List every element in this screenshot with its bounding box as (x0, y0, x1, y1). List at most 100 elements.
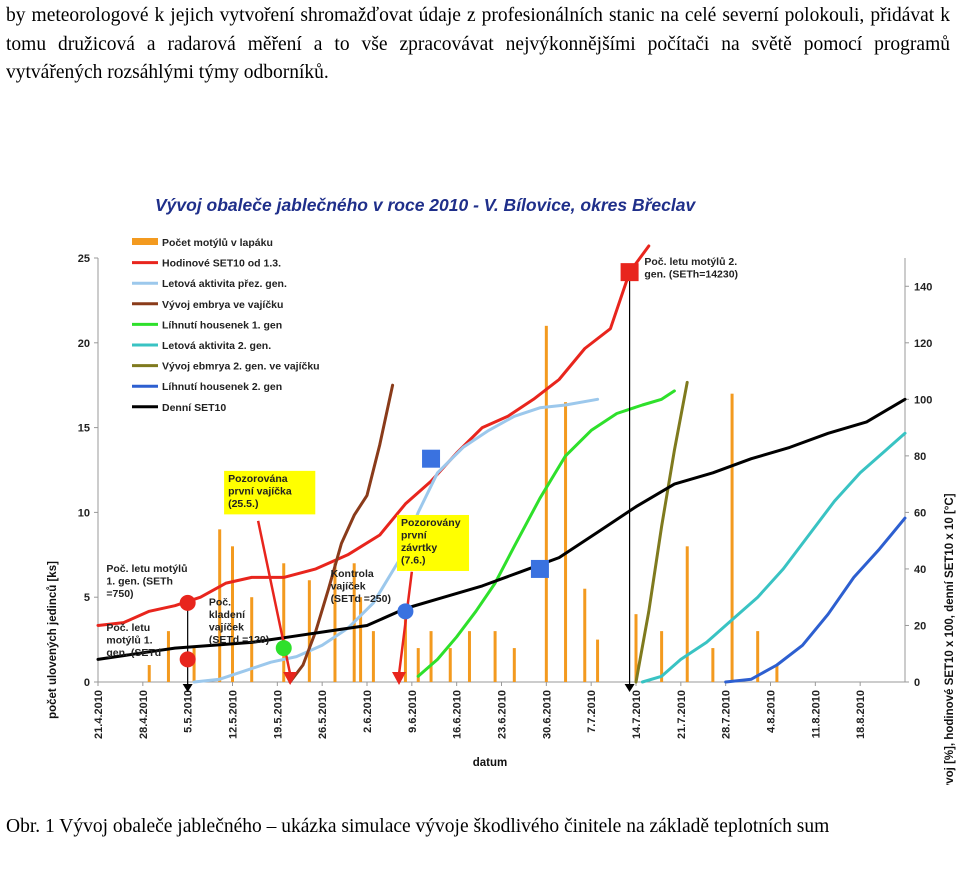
pointer-arrow (397, 571, 414, 675)
legend-label: Vývoj embrya ve vajíčku (162, 299, 283, 311)
marker-circle (179, 651, 196, 668)
y-right-tick-label: 100 (914, 394, 932, 406)
trap-count-bar (166, 631, 170, 682)
trap-count-bar (467, 631, 471, 682)
annotation-text: vajíček (331, 580, 366, 592)
trap-count-bar (596, 639, 600, 682)
annotation-text: (25.5.) (228, 498, 258, 510)
annotation-text: vajíček (209, 622, 244, 634)
body-paragraph: by meteorologové k jejich vytvoření shro… (6, 5, 950, 83)
x-tick-label: 9.6.2010 (407, 690, 419, 733)
y-left-tick-label: 15 (78, 423, 90, 435)
trap-count-bar (231, 546, 234, 682)
annotation-text: Pozorovány (401, 517, 461, 529)
trap-count-bar (775, 665, 779, 682)
x-tick-label: 28.7.2010 (721, 690, 733, 739)
legend-label: Líhnutí housenek 2. gen (162, 381, 282, 393)
event-arrowhead (624, 684, 635, 692)
annotation-text: Poč. (209, 597, 231, 609)
legend-label: Letová aktivita 2. gen. (162, 340, 271, 352)
trap-count-bar (512, 648, 516, 682)
annotation-box (224, 470, 316, 515)
y-left-tick-label: 25 (78, 253, 90, 265)
series-line (288, 383, 395, 684)
marker-square (620, 263, 639, 282)
annotation-text: (SETd =120) (209, 634, 269, 646)
annotation-text: (7.6.) (401, 554, 426, 566)
x-tick-label: 19.5.2010 (272, 690, 284, 739)
trap-count-bar (544, 325, 548, 682)
annotation-text: Pozorována (228, 473, 288, 485)
legend-label: Vývoj ebmrya 2. gen. ve vajíčku (162, 361, 320, 373)
annotation-text: (SETd =250) (331, 593, 391, 605)
series-line (416, 389, 676, 678)
trap-count-bar (685, 546, 689, 682)
y-left-tick-label: 5 (84, 592, 90, 604)
trap-count-bar (756, 631, 760, 682)
x-tick-label: 7.7.2010 (586, 690, 598, 733)
annotation-text: první (401, 529, 428, 541)
x-tick-label: 16.6.2010 (452, 690, 464, 739)
trap-count-bar (192, 648, 196, 682)
trap-count-bar (583, 588, 587, 682)
trap-count-bar (416, 648, 420, 682)
y-right-tick-label: 40 (914, 564, 926, 576)
trap-count-bar (282, 563, 286, 682)
y-right-tick-label: 120 (914, 338, 932, 350)
x-tick-label: 4.8.2010 (766, 690, 778, 733)
figure-caption: Obr. 1 Vývoj obaleče jablečného – ukázka… (6, 816, 830, 837)
y-left-tick-label: 0 (84, 677, 90, 689)
pointer-arrowhead (283, 672, 298, 685)
pointer-arrowhead (392, 672, 407, 685)
marker-circle (275, 640, 292, 657)
trap-count-bar (634, 614, 638, 682)
series-line (634, 380, 689, 684)
x-tick-label: 21.4.2010 (93, 690, 105, 739)
markers-group (179, 263, 639, 668)
chart-title: Vývoj obaleče jablečného v roce 2010 - V… (155, 195, 696, 215)
legend-label: Letová aktivita přez. gen. (162, 278, 287, 290)
x-tick-label: 5.5.2010 (183, 690, 195, 733)
annotation-text: kladení (209, 609, 246, 621)
trap-count-bar (333, 563, 337, 682)
series-line (724, 516, 907, 684)
y-right-tick-label: 60 (914, 507, 926, 519)
trap-count-bar (371, 631, 375, 682)
x-tick-label: 12.5.2010 (228, 690, 240, 739)
x-tick-label: 23.6.2010 (497, 690, 509, 739)
trap-count-bar (359, 597, 363, 682)
series-line (96, 397, 907, 661)
trap-count-bar (403, 614, 407, 682)
annotation-text: gen. (SETd (106, 647, 161, 659)
annotation-text: Poč. letu motýlů 2. (644, 256, 737, 268)
y-right-tick-label: 80 (914, 451, 926, 463)
event-arrowhead (182, 684, 193, 692)
legend-label: Počet motýlů v lapáku (162, 237, 273, 249)
annotation-text: motýlů 1. (106, 635, 152, 647)
x-tick-label: 2.6.2010 (362, 690, 374, 733)
annotation-text: Poč. letu motýlů (106, 563, 187, 575)
marker-circle (179, 594, 196, 611)
marker-circle (397, 603, 414, 620)
series-line (640, 431, 907, 684)
x-tick-label: 21.7.2010 (676, 690, 688, 739)
x-tick-label: 26.5.2010 (317, 690, 329, 739)
legend-label: Denní SET10 (162, 402, 226, 414)
annotation-text: Kontrola (331, 568, 374, 580)
y-right-tick-label: 20 (914, 620, 926, 632)
trap-count-bar (218, 529, 222, 682)
annotation-text: Poč. letu (106, 622, 150, 634)
trap-count-bar (564, 402, 568, 682)
x-tick-label: 11.8.2010 (810, 690, 822, 738)
trap-count-bar (730, 393, 734, 682)
trap-count-bar (147, 665, 151, 682)
legend-swatch-bar (132, 238, 158, 245)
trap-count-bar (448, 648, 452, 682)
trap-count-bar (493, 631, 497, 682)
y-left-tick-label: 10 (78, 507, 90, 519)
y-axis-right-label: vývoj [%], hodinové SET10 x 100, denní S… (944, 493, 956, 785)
trap-count-bar (307, 580, 311, 682)
axes-group: 0 5 10 15 20 25 0 20 40 60 80 100 120 140 21.4.2010 28.… (78, 253, 933, 739)
x-axis-label: datum (473, 757, 508, 769)
